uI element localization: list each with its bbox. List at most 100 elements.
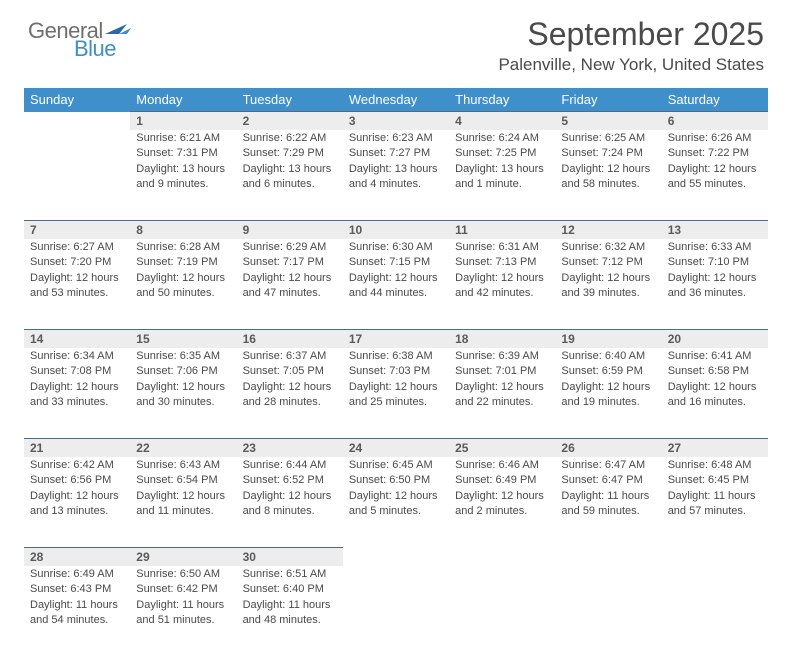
daylight1-label: Daylight: 11 hours xyxy=(561,489,655,503)
daylight1-label: Daylight: 13 hours xyxy=(136,162,230,176)
sunset-label: Sunset: 6:52 PM xyxy=(243,473,337,487)
day-number: 22 xyxy=(130,439,236,458)
day-number: 28 xyxy=(24,548,130,567)
month-title: September 2025 xyxy=(498,16,764,53)
day-cell: Sunrise: 6:48 AMSunset: 6:45 PMDaylight:… xyxy=(662,457,768,548)
sunset-label: Sunset: 6:47 PM xyxy=(561,473,655,487)
day-number: 6 xyxy=(662,112,768,131)
sunset-label: Sunset: 6:45 PM xyxy=(668,473,762,487)
day-number xyxy=(24,112,130,131)
sunrise-label: Sunrise: 6:26 AM xyxy=(668,131,762,145)
daylight1-label: Daylight: 12 hours xyxy=(349,380,443,394)
daylight1-label: Daylight: 12 hours xyxy=(243,380,337,394)
day-number: 4 xyxy=(449,112,555,131)
daylight1-label: Daylight: 12 hours xyxy=(561,162,655,176)
day-number-row: 21222324252627 xyxy=(24,439,768,458)
day-number: 18 xyxy=(449,330,555,349)
day-cell: Sunrise: 6:23 AMSunset: 7:27 PMDaylight:… xyxy=(343,130,449,221)
daylight2-label: and 47 minutes. xyxy=(243,286,337,300)
sunset-label: Sunset: 7:15 PM xyxy=(349,255,443,269)
day-number: 2 xyxy=(237,112,343,131)
title-block: September 2025 Palenville, New York, Uni… xyxy=(498,16,764,75)
daylight1-label: Daylight: 13 hours xyxy=(243,162,337,176)
daylight2-label: and 4 minutes. xyxy=(349,177,443,191)
sunset-label: Sunset: 7:24 PM xyxy=(561,146,655,160)
daylight1-label: Daylight: 12 hours xyxy=(30,271,124,285)
day-cell: Sunrise: 6:21 AMSunset: 7:31 PM Daylight:… xyxy=(130,130,236,221)
daylight2-label: and 39 minutes. xyxy=(561,286,655,300)
daylight2-label: and 36 minutes. xyxy=(668,286,762,300)
day-number: 27 xyxy=(662,439,768,458)
day-cell: Sunrise: 6:40 AMSunset: 6:59 PMDaylight:… xyxy=(555,348,661,439)
sunrise-label: Sunrise: 6:44 AM xyxy=(243,458,337,472)
daylight2-label: and 8 minutes. xyxy=(243,504,337,518)
sunset-label: Sunset: 6:59 PM xyxy=(561,364,655,378)
day-content-row: Sunrise: 6:27 AMSunset: 7:20 PMDaylight:… xyxy=(24,239,768,330)
daylight2-label: and 51 minutes. xyxy=(136,613,230,627)
day-number: 29 xyxy=(130,548,236,567)
daylight1-label: Daylight: 11 hours xyxy=(30,598,124,612)
daylight2-label: and 6 minutes. xyxy=(243,177,337,191)
sunrise-label: Sunrise: 6:37 AM xyxy=(243,349,337,363)
daylight2-label: and 55 minutes. xyxy=(668,177,762,191)
day-cell: Sunrise: 6:29 AMSunset: 7:17 PMDaylight:… xyxy=(237,239,343,330)
day-cell: Sunrise: 6:37 AMSunset: 7:05 PM Daylight:… xyxy=(237,348,343,439)
daylight1-label: Daylight: 12 hours xyxy=(455,489,549,503)
day-cell: Sunrise: 6:46 AMSunset: 6:49 PMDaylight:… xyxy=(449,457,555,548)
day-cell: Sunrise: 6:38 AMSunset: 7:03 PMDaylight:… xyxy=(343,348,449,439)
day-header: Sunday xyxy=(24,88,130,112)
daylight2-label: and 48 minutes. xyxy=(243,613,337,627)
sunset-label: Sunset: 6:50 PM xyxy=(349,473,443,487)
sunset-label: Sunset: 7:25 PM xyxy=(455,146,549,160)
sunrise-label: Sunrise: 6:22 AM xyxy=(243,131,337,145)
sunset-label: Sunset: 7:10 PM xyxy=(668,255,762,269)
sunrise-label: Sunrise: 6:34 AM xyxy=(30,349,124,363)
day-content-row: Sunrise: 6:42 AMSunset: 6:56 PMDaylight:… xyxy=(24,457,768,548)
day-cell: Sunrise: 6:26 AMSunset: 7:22 PMDaylight:… xyxy=(662,130,768,221)
day-number-row: 14151617181920 xyxy=(24,330,768,349)
day-header-row: Sunday Monday Tuesday Wednesday Thursday… xyxy=(24,88,768,112)
day-number: 21 xyxy=(24,439,130,458)
daylight1-label: Daylight: 12 hours xyxy=(243,271,337,285)
day-cell: Sunrise: 6:51 AMSunset: 6:40 PMDaylight:… xyxy=(237,566,343,656)
day-number: 26 xyxy=(555,439,661,458)
daylight1-label: Daylight: 12 hours xyxy=(668,162,762,176)
daylight1-label: Daylight: 11 hours xyxy=(668,489,762,503)
daylight1-label: Daylight: 12 hours xyxy=(455,380,549,394)
daylight1-label: Daylight: 12 hours xyxy=(561,271,655,285)
day-number-row: 78910111213 xyxy=(24,221,768,240)
sunrise-label: Sunrise: 6:29 AM xyxy=(243,240,337,254)
day-content-row: Sunrise: 6:49 AMSunset: 6:43 PMDaylight:… xyxy=(24,566,768,656)
sunset-label: Sunset: 6:40 PM xyxy=(243,582,337,596)
sunset-label: Sunset: 7:31 PM xyxy=(136,146,230,160)
day-number xyxy=(343,548,449,567)
sunrise-label: Sunrise: 6:50 AM xyxy=(136,567,230,581)
day-number: 8 xyxy=(130,221,236,240)
sunrise-label: Sunrise: 6:49 AM xyxy=(30,567,124,581)
day-cell: Sunrise: 6:49 AMSunset: 6:43 PMDaylight:… xyxy=(24,566,130,656)
daylight2-label: and 5 minutes. xyxy=(349,504,443,518)
daylight2-label: and 42 minutes. xyxy=(455,286,549,300)
calendar-table: Sunday Monday Tuesday Wednesday Thursday… xyxy=(24,88,768,656)
sunrise-label: Sunrise: 6:41 AM xyxy=(668,349,762,363)
sunrise-label: Sunrise: 6:21 AM xyxy=(136,131,230,145)
sunset-label: Sunset: 7:27 PM xyxy=(349,146,443,160)
sunrise-label: Sunrise: 6:30 AM xyxy=(349,240,443,254)
day-number xyxy=(662,548,768,567)
day-number: 16 xyxy=(237,330,343,349)
day-cell xyxy=(449,566,555,656)
day-cell: Sunrise: 6:28 AMSunset: 7:19 PMDaylight:… xyxy=(130,239,236,330)
day-cell xyxy=(343,566,449,656)
daylight2-label: and 30 minutes. xyxy=(136,395,230,409)
day-number: 24 xyxy=(343,439,449,458)
sunrise-label: Sunrise: 6:51 AM xyxy=(243,567,337,581)
sunrise-label: Sunrise: 6:23 AM xyxy=(349,131,443,145)
sunset-label: Sunset: 7:05 PM xyxy=(243,364,337,378)
day-number: 12 xyxy=(555,221,661,240)
day-number: 15 xyxy=(130,330,236,349)
daylight1-label: Daylight: 12 hours xyxy=(668,271,762,285)
day-cell: Sunrise: 6:25 AMSunset: 7:24 PMDaylight:… xyxy=(555,130,661,221)
day-cell: Sunrise: 6:30 AMSunset: 7:15 PMDaylight:… xyxy=(343,239,449,330)
daylight1-label: Daylight: 12 hours xyxy=(243,489,337,503)
day-number: 17 xyxy=(343,330,449,349)
